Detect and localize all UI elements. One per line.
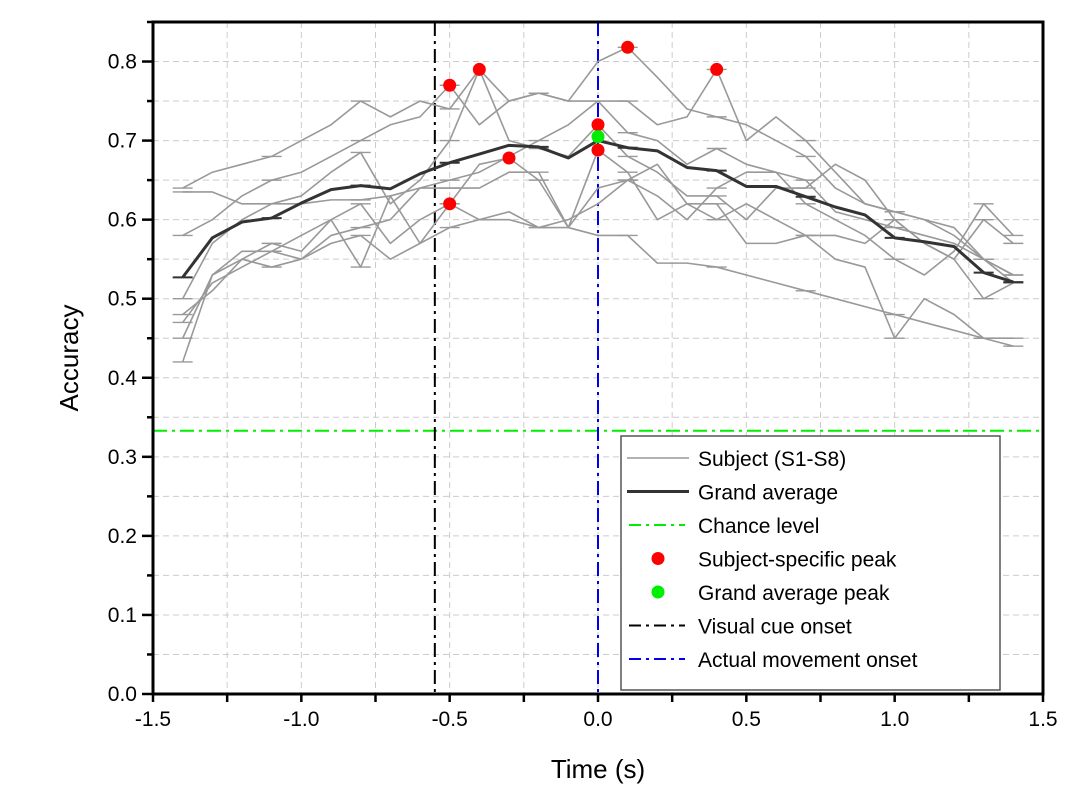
- y-tick-label: 0.4: [108, 367, 138, 390]
- grand-average-peak-marker: [591, 130, 605, 144]
- x-tick-label: 1.0: [880, 708, 909, 731]
- x-tick-label: -1.0: [283, 708, 319, 731]
- subject-line-s8: [181, 218, 1014, 363]
- x-tick-label: 0.5: [732, 708, 761, 731]
- x-tick-label: 0.0: [583, 708, 612, 731]
- y-tick-label: 0.0: [108, 683, 137, 706]
- legend-label: Actual movement onset: [698, 649, 918, 672]
- x-tick-label: 1.5: [1028, 708, 1057, 731]
- y-tick-label: 0.6: [108, 209, 137, 232]
- subject-line-s6: [182, 171, 1014, 323]
- subject-peak-marker: [591, 118, 605, 132]
- legend: Subject (S1-S8) Grand average Chance level…: [620, 435, 1001, 691]
- x-tick-label: -1.5: [135, 708, 171, 731]
- legend-label: Visual cue onset: [698, 616, 852, 639]
- subject-peak-marker: [443, 78, 457, 92]
- x-tick-label: -0.5: [432, 708, 468, 731]
- legend-swatch-dot: [651, 585, 665, 599]
- subject-peak-marker: [502, 151, 516, 165]
- legend-label: Subject-specific peak: [698, 549, 897, 572]
- subject-peak-marker: [710, 62, 724, 76]
- subject-line-s7: [181, 163, 1014, 340]
- legend-label: Grand average peak: [698, 582, 890, 605]
- y-tick-label: 0.3: [108, 446, 137, 469]
- subject-peak-marker: [472, 62, 486, 76]
- legend-swatch-dot: [651, 552, 665, 565]
- y-tick-label: 0.1: [108, 604, 137, 627]
- subject-peak-marker: [443, 197, 457, 211]
- legend-label: Chance level: [698, 515, 819, 538]
- legend-label: Grand average: [698, 482, 838, 505]
- subject-peak-marker: [621, 40, 635, 54]
- legend-box: [620, 435, 1001, 691]
- y-tick-label: 0.5: [108, 288, 137, 311]
- x-axis-title: Time (s): [551, 754, 645, 784]
- y-tick-label: 0.2: [108, 525, 137, 548]
- subject-peak-marker: [591, 143, 605, 157]
- peaks-group: [443, 40, 724, 211]
- legend-label: Subject (S1-S8): [698, 448, 846, 471]
- ticks: -1.5 -1.0 -0.5 0.0 0.5 1.0 1.5 0.0 0.1 0.2 0.3 0.4 0…: [108, 20, 1058, 731]
- y-tick-label: 0.7: [108, 130, 137, 153]
- y-tick-label: 0.8: [108, 51, 137, 74]
- y-axis-title: Accuracy: [54, 305, 84, 412]
